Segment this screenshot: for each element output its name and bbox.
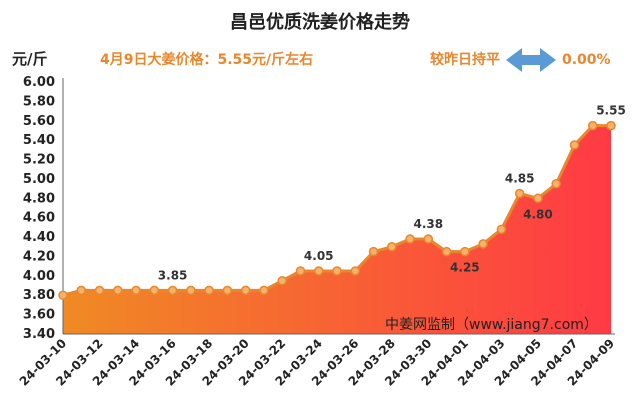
data-point [240,285,251,296]
data-point [569,140,580,150]
y-tick-label: 5.20 [23,153,55,168]
data-point [551,179,561,189]
y-tick-label: 4.20 [23,249,55,264]
y-tick-label: 6.00 [23,75,55,90]
data-point [405,234,415,244]
data-point [533,193,543,204]
flat-arrow-icon [506,48,556,72]
headline-price: 4月9日大姜价格：5.55元/斤左右 [100,51,313,68]
data-point [587,120,598,131]
data-label: 4.85 [505,171,535,185]
y-tick-label: 5.40 [23,133,55,148]
y-tick-label: 3.40 [23,327,55,342]
data-point [514,188,525,199]
data-point [186,285,196,296]
data-labels: 3.85 4.05 4.38 4.25 4.85 4.80 5.55 [158,104,626,283]
plot-area: 3.40 3.60 3.80 4.00 4.20 4.40 4.60 4.80 5.00 5.20… [17,75,626,389]
data-label: 4.25 [450,261,480,275]
y-tick-label: 4.40 [23,230,55,245]
data-label: 3.85 [158,268,188,282]
data-point [350,266,361,276]
data-point [222,285,233,296]
data-point [58,290,68,300]
y-tick-label: 5.60 [23,114,55,129]
data-point [277,275,287,286]
change-label: 较昨日持平 [430,51,500,68]
data-point [313,266,324,276]
data-point [131,285,141,296]
data-point [478,239,488,249]
data-label: 5.55 [596,104,626,118]
y-tick-label: 4.80 [23,191,55,206]
change-value: 0.00% [562,52,611,68]
data-label: 4.38 [414,217,444,231]
data-point [460,246,470,257]
y-tick-label: 4.00 [23,269,55,284]
data-label: 4.05 [304,249,334,263]
data-point [606,120,616,131]
y-tick-label: 5.00 [23,172,55,187]
data-point [423,234,434,244]
y-axis-unit: 元/斤 [12,50,47,68]
y-tick-label: 5.80 [23,94,55,109]
y-tick-label: 4.60 [23,211,55,226]
data-point [94,285,105,296]
data-point [204,285,214,296]
data-point [496,224,507,235]
price-area [63,125,611,335]
chart-title: 昌邑优质洗姜价格走势 [230,11,410,33]
data-point [332,266,342,276]
data-point [167,285,178,296]
data-point [113,285,123,296]
data-point [441,246,452,257]
y-tick-label: 3.80 [23,288,55,303]
y-tick-labels: 3.40 3.60 3.80 4.00 4.20 4.40 4.60 4.80 5.00 5.20… [23,75,55,342]
price-points [58,120,616,300]
data-point [368,246,379,257]
data-point [149,285,160,296]
data-label: 4.80 [523,207,553,221]
y-tick-label: 3.60 [23,308,55,323]
data-point [387,242,397,252]
x-tick-labels: 24-03-1024-03-1224-03-1424-03-1624-03-18… [17,336,617,388]
data-point [295,266,306,276]
data-point [76,285,87,296]
data-point [259,285,269,296]
source-watermark: 中姜网监制（www.jiang7.com） [385,317,598,333]
